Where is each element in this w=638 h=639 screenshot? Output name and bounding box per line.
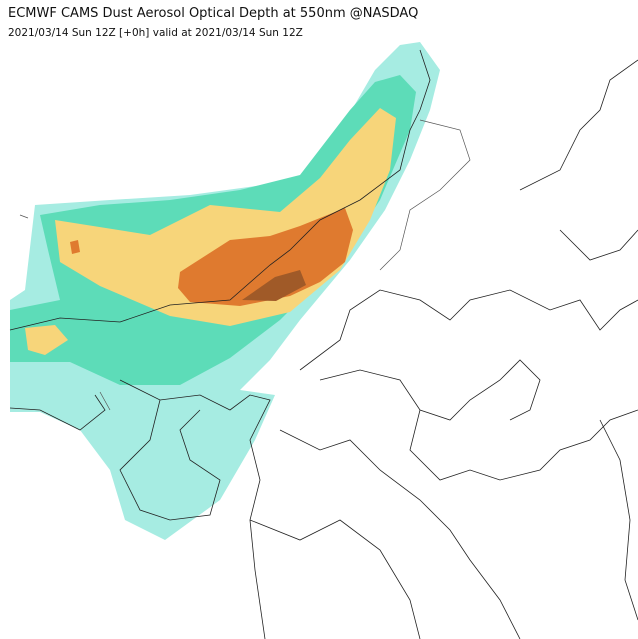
map-subtitle: 2021/03/14 Sun 12Z [+0h] valid at 2021/0…	[8, 27, 303, 39]
map-title: ECMWF CAMS Dust Aerosol Optical Depth at…	[8, 6, 419, 21]
dust-aod-high	[25, 325, 68, 355]
dust-aod-very-high	[178, 208, 353, 306]
dust-aod-very-high	[70, 240, 80, 254]
dust-aod-extreme	[242, 270, 306, 301]
boundaries	[9, 49, 638, 639]
